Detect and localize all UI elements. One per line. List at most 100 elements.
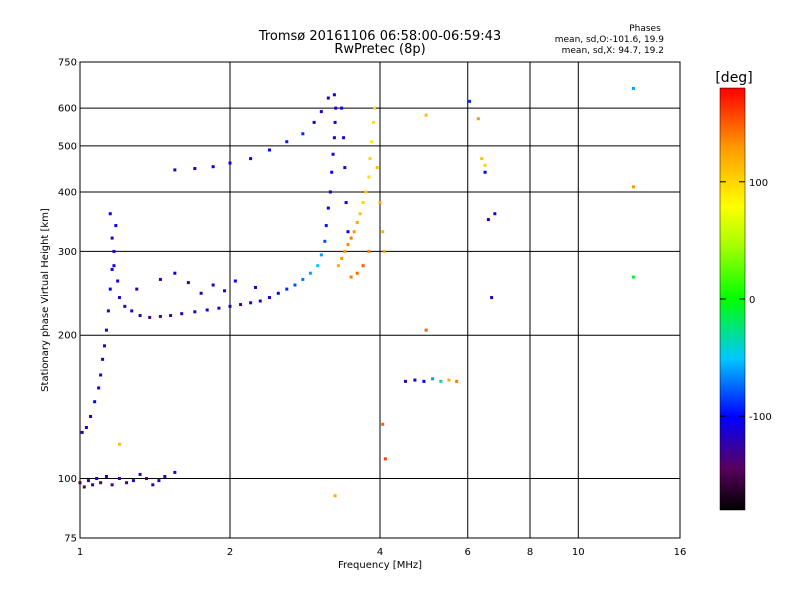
x-tick-label: 8: [527, 547, 533, 558]
scatter-points: [78, 86, 635, 498]
data-point: [125, 481, 129, 485]
data-point: [91, 483, 95, 487]
data-point: [138, 472, 142, 476]
data-point: [104, 474, 108, 478]
data-point: [490, 296, 494, 300]
data-point: [493, 212, 497, 216]
stats-line-o: mean, sd,O:-101.6, 19.9: [555, 35, 665, 45]
data-point: [371, 120, 375, 124]
data-point: [323, 239, 327, 243]
data-point: [368, 157, 372, 161]
data-point: [249, 157, 253, 161]
series-x-mode: [117, 106, 635, 498]
data-point: [84, 425, 88, 429]
y-tick-label: 75: [64, 534, 77, 545]
data-point: [123, 304, 127, 308]
data-point: [439, 379, 443, 383]
colorbar-tick-label: 0: [749, 295, 755, 306]
data-point: [158, 314, 162, 318]
data-point: [106, 309, 110, 313]
data-point: [308, 271, 312, 275]
data-point: [117, 442, 121, 446]
data-point: [373, 106, 377, 110]
data-point: [104, 328, 108, 332]
data-point: [108, 212, 112, 216]
data-point: [233, 279, 237, 283]
data-point: [101, 357, 105, 361]
colorbar-tick-label: 100: [749, 178, 768, 189]
data-point: [267, 148, 271, 152]
data-point: [163, 474, 167, 478]
data-point: [331, 152, 335, 156]
y-tick-label: 600: [58, 104, 77, 115]
y-tick-label: 200: [58, 331, 77, 342]
data-point: [355, 271, 359, 275]
data-point: [253, 285, 257, 289]
data-point: [211, 283, 215, 287]
data-point: [403, 379, 407, 383]
data-point: [333, 120, 337, 124]
data-point: [293, 283, 297, 287]
y-axis-label: Stationary phase Virtual Height [km]: [40, 208, 51, 392]
data-point: [346, 243, 350, 247]
x-tick-label: 16: [674, 547, 687, 558]
data-point: [138, 314, 142, 318]
data-point: [86, 479, 90, 483]
data-point: [157, 479, 161, 483]
data-point: [116, 279, 120, 283]
data-point: [148, 315, 152, 319]
data-point: [326, 206, 330, 210]
data-point: [346, 230, 350, 234]
chart-title: Tromsø 20161106 06:58:00-06:59:43: [258, 29, 501, 44]
data-point: [344, 201, 348, 205]
data-point: [93, 400, 97, 404]
data-point: [319, 110, 323, 114]
data-point: [370, 140, 374, 144]
data-point: [332, 93, 336, 97]
data-point: [285, 287, 289, 291]
data-point: [455, 379, 459, 383]
colorbar-label: [deg]: [715, 70, 752, 86]
data-point: [316, 264, 320, 268]
data-point: [117, 296, 121, 300]
data-point: [631, 86, 635, 90]
x-tick-label: 1: [77, 547, 83, 558]
data-point: [173, 271, 177, 275]
data-point: [97, 386, 101, 390]
data-point: [173, 470, 177, 474]
data-point: [130, 309, 134, 313]
data-point: [361, 201, 365, 205]
data-point: [631, 185, 635, 189]
data-point: [383, 457, 387, 461]
plot-grid: [80, 62, 680, 538]
data-point: [483, 163, 487, 167]
y-tick-label: 100: [58, 474, 77, 485]
data-point: [342, 136, 346, 140]
data-point: [145, 477, 149, 481]
data-point: [424, 113, 428, 117]
data-point: [336, 264, 340, 268]
data-point: [364, 190, 368, 194]
x-axis-ticks: 1 2 4 6 8 10 16: [77, 547, 687, 558]
data-point: [169, 314, 173, 318]
y-tick-label: 500: [58, 141, 77, 152]
data-point: [135, 287, 139, 291]
data-point: [382, 249, 386, 253]
y-tick-label: 300: [58, 247, 77, 258]
data-point: [301, 132, 305, 136]
data-point: [367, 175, 371, 179]
y-tick-label: 750: [58, 58, 77, 69]
data-point: [367, 249, 371, 253]
chart-subtitle: RwPretec (8p): [334, 42, 425, 57]
data-point: [447, 378, 451, 382]
data-point: [349, 236, 353, 240]
data-point: [349, 275, 353, 279]
data-point: [112, 249, 116, 253]
data-point: [99, 481, 103, 485]
data-point: [422, 379, 426, 383]
data-point: [112, 264, 116, 268]
x-tick-label: 10: [572, 547, 585, 558]
data-point: [110, 267, 114, 271]
data-point: [228, 161, 232, 165]
data-point: [205, 308, 209, 312]
